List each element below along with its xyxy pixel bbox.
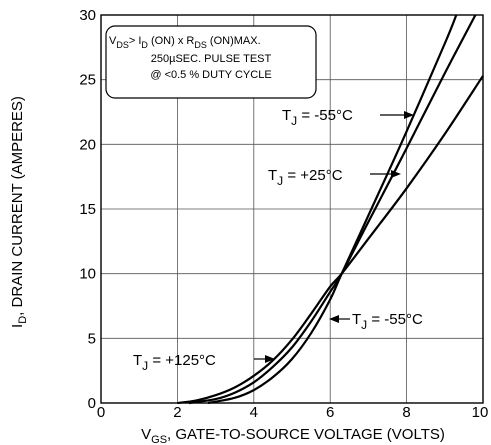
- conditions-line-3: @ <0.5 % DUTY CYCLE: [150, 69, 271, 81]
- conditions-box-frame: [105, 25, 317, 99]
- y-tick-label: 10: [79, 266, 96, 283]
- y-tick-label: 15: [79, 201, 96, 218]
- svg-text:TJ = +125°C: TJ = +125°C: [133, 352, 216, 373]
- conditions-line-1: VDS> ID (ON) x RDS (ON)MAX.: [109, 35, 261, 50]
- annotation-tj-plus125: TJ = +125°C: [133, 352, 275, 373]
- y-tick-label: 25: [79, 72, 96, 89]
- conditions-line-2: 250µSEC. PULSE TEST: [151, 53, 272, 65]
- x-axis-title: VGS, GATE-TO-SOURCE VOLTAGE (VOLTS): [141, 426, 445, 445]
- arrowhead: [391, 170, 401, 178]
- annotation-tj-minus55-low: TJ = -55°C: [329, 311, 423, 332]
- svg-text:TJ = +25°C: TJ = +25°C: [268, 167, 343, 188]
- arrowhead: [329, 315, 339, 323]
- x-tick-label: 4: [250, 404, 258, 421]
- svg-text:TJ = -55°C: TJ = -55°C: [352, 311, 423, 332]
- y-tick-label: 5: [88, 330, 96, 347]
- annotation-tj-plus25: TJ = +25°C: [268, 167, 401, 188]
- y-tick-label: 20: [79, 136, 96, 153]
- x-tick-label: 0: [97, 404, 105, 421]
- series-tj-minus55: [207, 14, 458, 405]
- x-tick-label: 8: [402, 404, 410, 421]
- tick-labels: 0 2 4 6 8 10 0 5 10 15 20 25 30: [79, 7, 488, 421]
- y-tick-label: 30: [79, 7, 96, 24]
- x-tick-label: 10: [472, 404, 489, 421]
- series-tj-plus125: [177, 75, 484, 405]
- curves: [177, 14, 484, 405]
- y-axis-title: ID, DRAIN CURRENT (AMPERES): [9, 96, 29, 328]
- x-tick-label: 2: [173, 404, 181, 421]
- plot-frame: [100, 14, 484, 404]
- svg-text:TJ = -55°C: TJ = -55°C: [282, 107, 353, 128]
- arrowhead: [265, 355, 275, 363]
- arrowhead: [404, 111, 414, 119]
- annotation-tj-minus55-top: TJ = -55°C: [282, 107, 414, 128]
- y-tick-label: 0: [88, 395, 96, 412]
- x-tick-label: 6: [326, 404, 334, 421]
- conditions-box: VDS> ID (ON) x RDS (ON)MAX. 250µSEC. PUL…: [105, 25, 317, 99]
- series-tj-plus25: [188, 14, 477, 405]
